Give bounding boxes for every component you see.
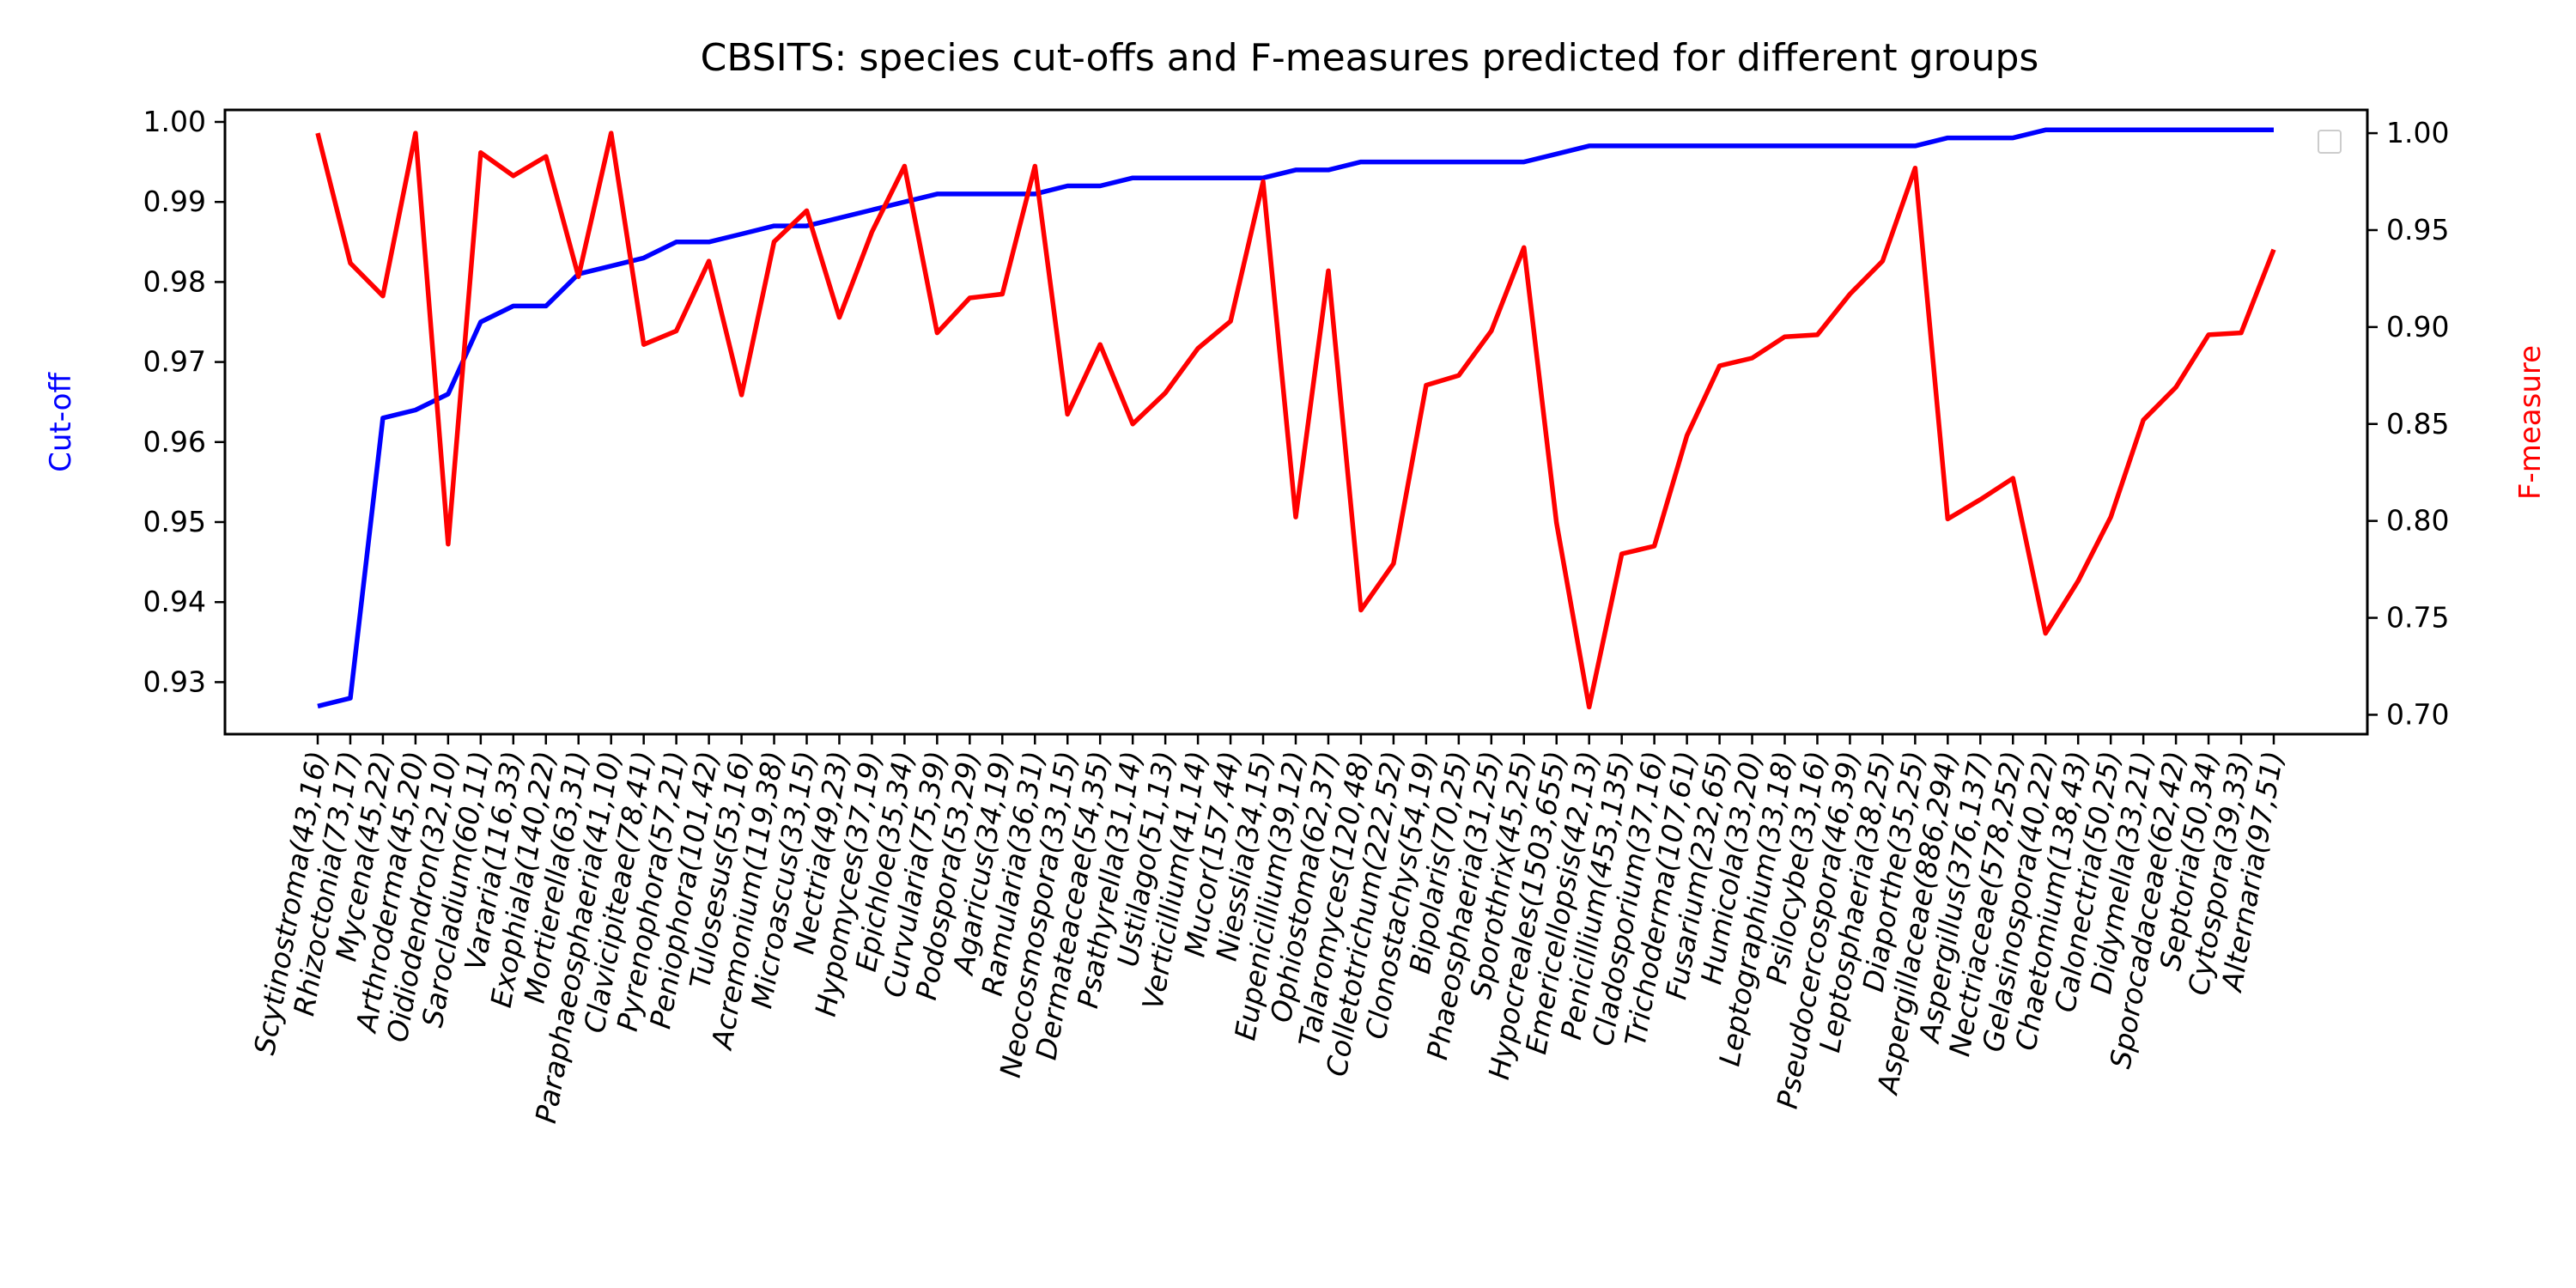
legend-box (2318, 130, 2342, 154)
y-right-tick-label: 0.95 (2386, 213, 2449, 246)
y-right-tick-label: 0.90 (2386, 310, 2449, 343)
y-left-tick-label: 1.00 (143, 105, 206, 138)
chart-title: CBSITS: species cut-offs and F-measures … (701, 36, 2039, 80)
y-right-tick-label: 0.85 (2386, 407, 2449, 440)
plot-frame (223, 108, 2369, 736)
cutoff-series-line (317, 127, 2274, 709)
y-right-tick-label: 0.80 (2386, 504, 2449, 538)
y-axis-label-left: Cut-off (44, 372, 78, 472)
y-left-tick-label: 0.97 (143, 345, 206, 379)
y-left-tick-label: 0.99 (143, 185, 206, 218)
y-axis-label-right: F-measure (2513, 345, 2548, 500)
y-left-tick-label: 0.96 (143, 425, 206, 459)
fmeasure-series-line (315, 131, 2276, 710)
y-right-tick-label: 0.75 (2386, 601, 2449, 635)
y-right-tick-label: 0.70 (2386, 697, 2449, 731)
y-left-tick-label: 0.93 (143, 665, 206, 698)
y-right-tick-label: 1.00 (2386, 116, 2449, 149)
y-left-tick-label: 0.98 (143, 264, 206, 298)
y-left-tick-label: 0.95 (143, 505, 206, 538)
plot-area: 0.93 0.94 0.95 0.96 0.97 0.98 0.99 1.00 0.70 0.75… (143, 105, 2450, 1126)
y-left-tick-label: 0.94 (143, 585, 206, 618)
